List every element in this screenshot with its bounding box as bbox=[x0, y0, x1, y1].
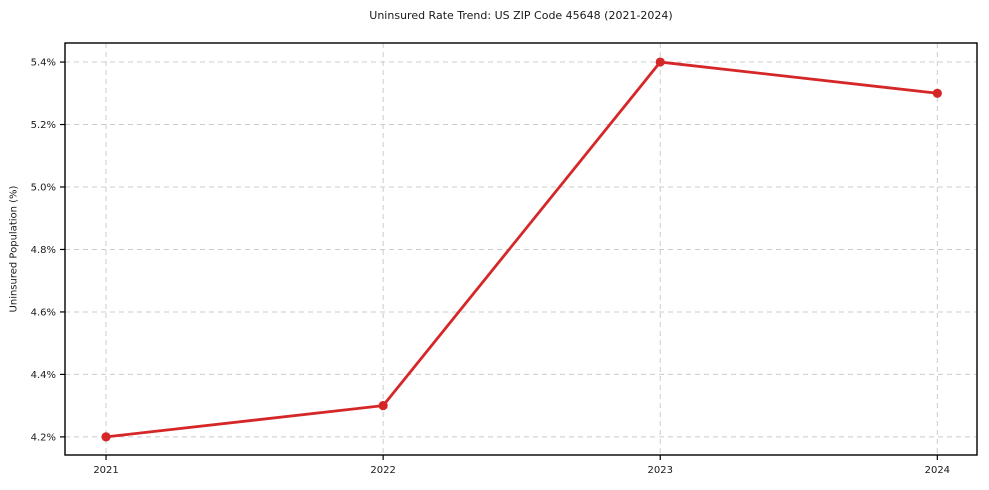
data-point-2024 bbox=[932, 88, 942, 98]
data-point-2023 bbox=[655, 57, 665, 67]
data-point-2022 bbox=[378, 401, 388, 411]
chart-title: Uninsured Rate Trend: US ZIP Code 45648 … bbox=[369, 9, 673, 22]
y-tick-label: 4.2% bbox=[31, 432, 56, 443]
x-tick-label: 2023 bbox=[648, 465, 673, 476]
data-point-2021 bbox=[101, 432, 111, 442]
y-tick-label: 4.4% bbox=[31, 370, 56, 381]
y-tick-label: 5.2% bbox=[31, 120, 56, 131]
y-tick-label: 4.8% bbox=[31, 245, 56, 256]
y-tick-label: 4.6% bbox=[31, 307, 56, 318]
x-tick-label: 2024 bbox=[925, 465, 950, 476]
trend-line bbox=[104, 60, 939, 439]
x-tick-label: 2021 bbox=[93, 465, 118, 476]
y-tick-label: 5.4% bbox=[31, 58, 56, 69]
y-tick-label: 5.0% bbox=[31, 182, 56, 193]
x-tick-label: 2022 bbox=[370, 465, 395, 476]
